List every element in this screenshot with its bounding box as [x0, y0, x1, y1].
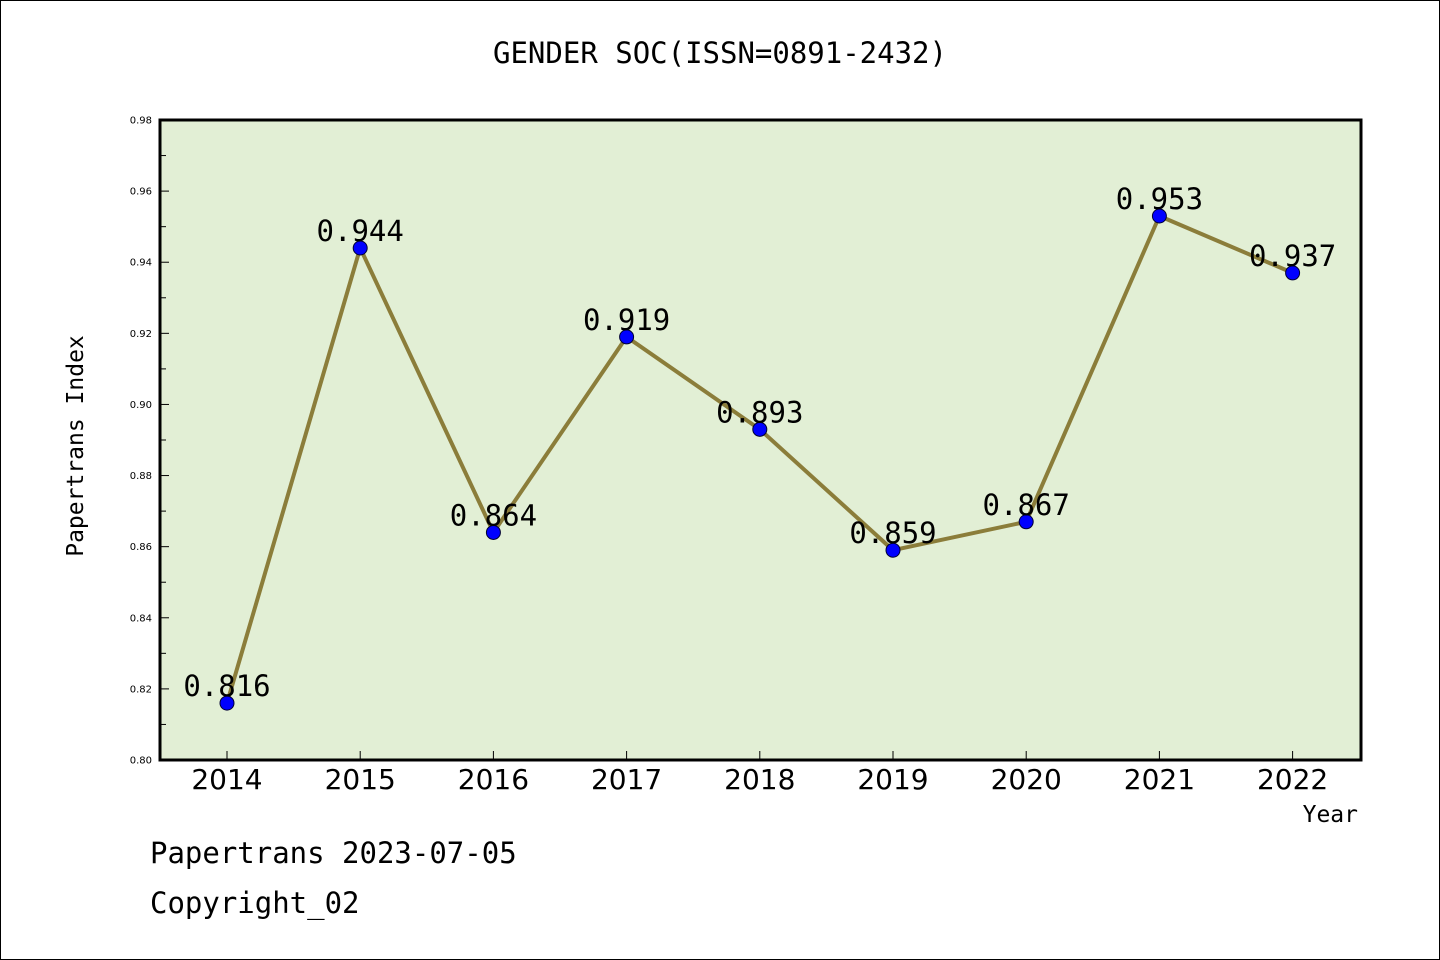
plot-border	[158, 118, 1363, 762]
y-tick-label: 0.92	[130, 329, 152, 340]
data-label: 0.953	[1116, 182, 1203, 216]
x-axis-title: Year	[1302, 802, 1358, 828]
x-tick-label: 2020	[991, 763, 1062, 796]
data-point	[485, 524, 501, 540]
data-point	[1285, 265, 1301, 281]
x-tick-label: 2017	[591, 763, 662, 796]
data-point	[1151, 208, 1167, 224]
data-point	[885, 542, 901, 558]
data-label: 0.864	[450, 498, 537, 532]
data-label: 0.867	[983, 488, 1070, 522]
x-tick-label: 2016	[458, 763, 529, 796]
footer-date: Papertrans 2023-07-05	[150, 836, 517, 870]
data-point	[752, 421, 768, 437]
x-tick-label: 2014	[191, 763, 262, 796]
data-label: 0.919	[583, 303, 670, 337]
y-tick-label: 0.80	[130, 756, 152, 767]
y-tick-label: 0.88	[130, 471, 152, 482]
y-tick-label: 0.84	[130, 613, 152, 624]
footer-copyright: Copyright_02	[150, 886, 360, 920]
data-point	[219, 695, 235, 711]
x-tick-label: 2021	[1124, 763, 1195, 796]
y-tick-label: 0.98	[130, 116, 152, 127]
plot-area	[160, 120, 1361, 760]
x-tick-label: 2019	[857, 763, 928, 796]
y-tick-label: 0.96	[130, 187, 152, 198]
x-tick-label: 2018	[724, 763, 795, 796]
chart-title: GENDER SOC(ISSN=0891-2432)	[493, 36, 947, 70]
data-point	[352, 240, 368, 256]
data-label: 0.937	[1249, 239, 1336, 273]
y-tick-label: 0.94	[130, 258, 152, 269]
data-label: 0.816	[183, 669, 270, 703]
x-tick-label: 2015	[325, 763, 396, 796]
data-label: 0.859	[849, 516, 936, 550]
y-axis-title: Papertrans Index	[63, 335, 89, 557]
y-tick-label: 0.82	[130, 684, 152, 695]
data-label: 0.893	[716, 395, 803, 429]
data-point	[619, 329, 635, 345]
y-tick-label: 0.86	[130, 542, 152, 553]
y-tick-label: 0.90	[130, 400, 152, 411]
data-label: 0.944	[317, 214, 404, 248]
x-tick-label: 2022	[1257, 763, 1328, 796]
data-point	[1018, 514, 1034, 530]
